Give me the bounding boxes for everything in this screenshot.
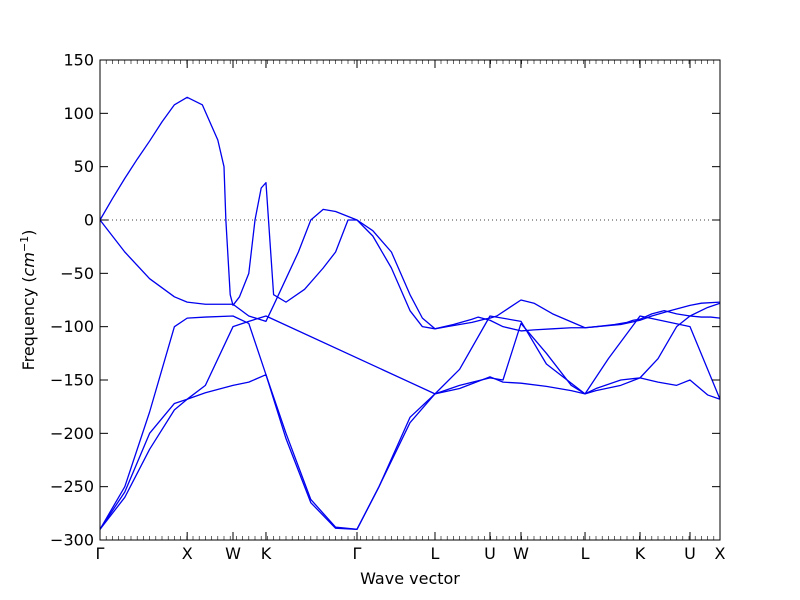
y-tick-label: −250 — [50, 477, 94, 496]
x-tick-label: K — [635, 544, 646, 563]
x-tick-label: Γ — [353, 544, 362, 563]
x-tick-label: X — [182, 544, 193, 563]
y-tick-label: −200 — [50, 424, 94, 443]
y-axis-ticks: −300 −250 −200 −150 −100 −50 0 50 100 150 — [50, 51, 720, 550]
y-axis-label-unit: cm — [19, 252, 38, 276]
x-axis-label: Wave vector — [360, 569, 460, 588]
x-tick-label: W — [225, 544, 241, 563]
y-axis-label-suffix: ) — [19, 230, 38, 236]
x-tick-label: K — [261, 544, 272, 563]
y-tick-label: 50 — [74, 157, 94, 176]
y-tick-label: −150 — [50, 371, 94, 390]
y-tick-label: 0 — [84, 211, 94, 230]
y-tick-label: 100 — [63, 104, 94, 123]
band-line-2 — [99, 208, 721, 330]
x-tick-label: U — [484, 544, 496, 563]
y-tick-label: −100 — [50, 317, 94, 336]
y-axis-label-prefix: Frequency ( — [19, 276, 38, 370]
x-tick-label: X — [715, 544, 726, 563]
y-axis-label: Frequency (cm−1) — [18, 230, 39, 371]
plot-area — [99, 96, 721, 530]
phonon-bands — [99, 96, 721, 530]
x-tick-label: L — [431, 544, 440, 563]
y-tick-label: −300 — [50, 531, 94, 550]
x-tick-label: U — [684, 544, 696, 563]
y-tick-label: −50 — [60, 264, 94, 283]
band-line-5 — [99, 315, 721, 530]
x-tick-label: W — [513, 544, 529, 563]
x-tick-label: Γ — [96, 544, 105, 563]
x-tick-label: L — [581, 544, 590, 563]
y-axis-label-exponent: −1 — [18, 236, 31, 252]
y-tick-label: 150 — [63, 51, 94, 70]
band-line-1 — [99, 96, 721, 332]
minor-ticks — [99, 60, 721, 540]
